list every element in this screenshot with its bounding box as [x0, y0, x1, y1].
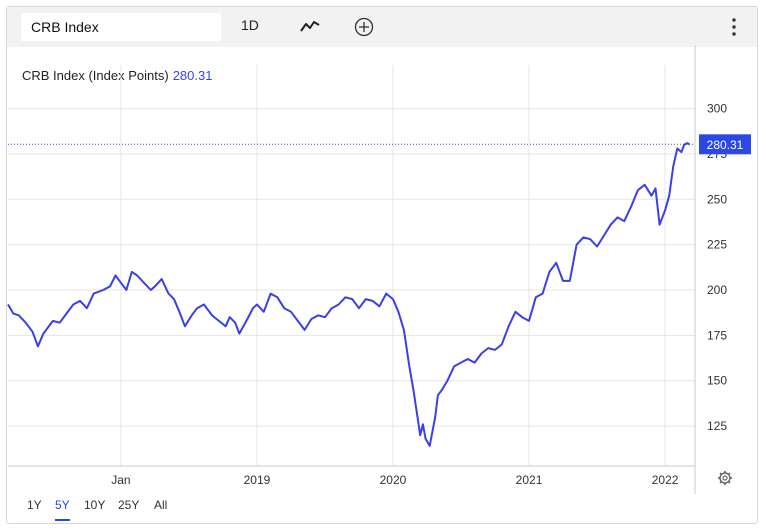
range-25y[interactable]: 25Y [118, 498, 140, 512]
x-tick-label: 2019 [244, 473, 271, 487]
axes: 125150175200225250275300Jan2019202020212… [8, 45, 751, 494]
range-all[interactable]: All [154, 498, 168, 512]
price-label: 280.31 [707, 138, 744, 152]
interval-button[interactable]: 1D [241, 17, 259, 33]
y-tick-label: 175 [707, 328, 727, 342]
series-line [7, 142, 690, 447]
y-tick-label: 150 [707, 374, 727, 388]
chart-widget [6, 6, 758, 524]
range-1y[interactable]: 1Y [27, 498, 42, 512]
grid [8, 65, 695, 466]
symbol-search-input[interactable]: CRB Index [21, 13, 221, 41]
x-tick-label: 2020 [380, 473, 407, 487]
last-value: 280.31 [172, 68, 213, 83]
y-tick-label: 225 [707, 238, 727, 252]
chart-toolbar: CRB Index 1D [7, 7, 757, 47]
line-chart-icon[interactable] [300, 19, 320, 38]
x-tick-label: Jan [111, 473, 130, 487]
series-layer [7, 142, 695, 447]
x-tick-label: 2021 [516, 473, 543, 487]
range-10y[interactable]: 10Y [84, 498, 106, 512]
y-tick-label: 250 [707, 192, 727, 206]
kebab-menu-icon[interactable] [731, 17, 737, 42]
plus-circle-icon[interactable] [354, 17, 374, 42]
symbol-search-value: CRB Index [31, 19, 99, 35]
y-tick-label: 300 [707, 102, 727, 116]
x-tick-label: 2022 [652, 473, 679, 487]
chart-headline: CRB Index (Index Points) 280.31 [22, 68, 212, 83]
series-label: CRB Index (Index Points) [22, 68, 169, 83]
y-tick-label: 200 [707, 283, 727, 297]
range-5y[interactable]: 5Y [55, 498, 70, 521]
settings-icon[interactable] [718, 471, 732, 485]
y-tick-label: 125 [707, 419, 727, 433]
price-label-box [699, 134, 751, 155]
